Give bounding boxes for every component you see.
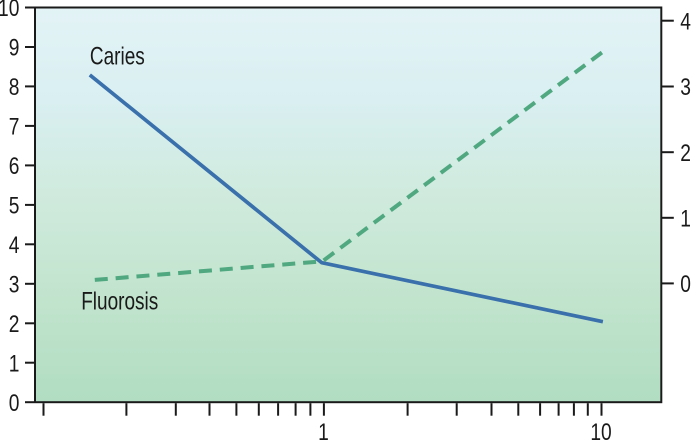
svg-text:10: 10 <box>0 0 19 22</box>
svg-text:6: 6 <box>9 152 20 180</box>
svg-text:4: 4 <box>680 7 691 35</box>
svg-text:Caries: Caries <box>90 42 145 70</box>
svg-text:2: 2 <box>680 139 691 167</box>
svg-text:8: 8 <box>9 73 20 101</box>
svg-text:5: 5 <box>9 191 20 219</box>
svg-text:9: 9 <box>9 34 20 62</box>
svg-text:Fluorosis: Fluorosis <box>81 287 158 315</box>
svg-text:1: 1 <box>9 349 20 377</box>
svg-text:0: 0 <box>680 270 691 298</box>
svg-text:7: 7 <box>9 112 20 140</box>
svg-text:1: 1 <box>318 418 329 440</box>
svg-text:2: 2 <box>9 310 20 338</box>
svg-text:4: 4 <box>9 231 20 259</box>
svg-text:3: 3 <box>9 270 20 298</box>
svg-text:10: 10 <box>590 418 611 440</box>
svg-text:1: 1 <box>680 204 691 232</box>
svg-text:0: 0 <box>9 389 20 417</box>
svg-text:3: 3 <box>680 73 691 101</box>
